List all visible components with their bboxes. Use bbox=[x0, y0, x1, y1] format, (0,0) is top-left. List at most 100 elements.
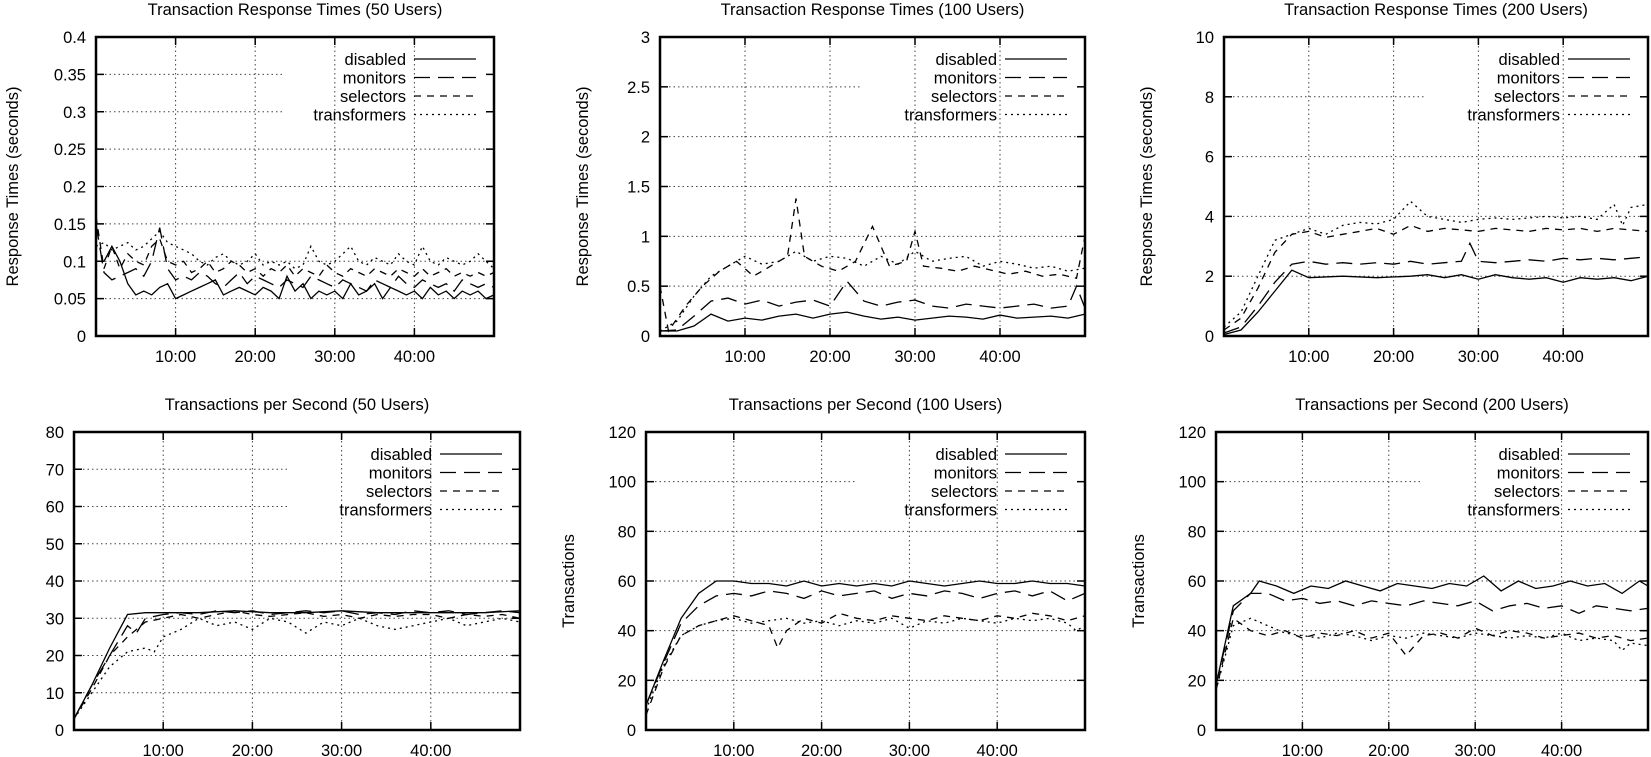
plot-frame bbox=[658, 35, 1087, 338]
series-line-monitors bbox=[95, 223, 495, 293]
legend-label-transformers: transformers bbox=[1467, 107, 1560, 125]
y-tick-label: 0.3 bbox=[63, 104, 86, 122]
y-tick-label: 0 bbox=[1197, 722, 1206, 740]
y-tick-label: 0 bbox=[55, 722, 64, 740]
y-tick-label: 0.15 bbox=[54, 216, 86, 234]
series-line-disabled bbox=[96, 244, 495, 300]
y-tick-label: 3 bbox=[641, 29, 650, 47]
series-line-monitors bbox=[645, 590, 1086, 706]
series-group bbox=[645, 580, 1086, 716]
y-tick-label: 2.5 bbox=[627, 79, 650, 97]
chart-title: Transaction Response Times (100 Users) bbox=[721, 1, 1025, 19]
legend-label-transformers: transformers bbox=[904, 107, 997, 125]
series-line-selectors bbox=[73, 610, 521, 720]
y-tick-label: 20 bbox=[46, 648, 64, 666]
y-tick-label: 40 bbox=[1188, 623, 1206, 641]
y-tick-label: 80 bbox=[46, 424, 64, 442]
y-tick-label: 4 bbox=[1205, 208, 1214, 226]
x-tick-label: 20:00 bbox=[235, 348, 276, 366]
series-line-disabled bbox=[73, 610, 521, 720]
x-tick-label: 40:00 bbox=[977, 742, 1018, 757]
legend-label-selectors: selectors bbox=[1494, 483, 1560, 501]
legend-label-monitors: monitors bbox=[369, 465, 432, 483]
y-axis-label: Transactions bbox=[560, 534, 578, 628]
legend-label-disabled: disabled bbox=[371, 446, 432, 464]
x-tick-label: 40:00 bbox=[410, 742, 451, 757]
x-tick-label: 10:00 bbox=[724, 348, 765, 366]
x-tick-label: 10:00 bbox=[143, 742, 184, 757]
series-line-transformers bbox=[73, 617, 521, 720]
x-tick-label: 20:00 bbox=[809, 348, 850, 366]
y-tick-label: 120 bbox=[1178, 424, 1206, 442]
y-tick-label: 60 bbox=[1188, 573, 1206, 591]
y-tick-label: 60 bbox=[618, 573, 636, 591]
plot-frame bbox=[1222, 35, 1650, 338]
y-tick-label: 70 bbox=[46, 461, 64, 479]
y-axis-label: Response Times (seconds) bbox=[1138, 87, 1156, 287]
y-tick-label: 0.2 bbox=[63, 179, 86, 197]
y-tick-label: 40 bbox=[618, 623, 636, 641]
legend-label-selectors: selectors bbox=[931, 88, 997, 106]
legend-label-selectors: selectors bbox=[340, 88, 406, 106]
y-axis-label: Response Times (seconds) bbox=[4, 87, 22, 287]
x-tick-label: 10:00 bbox=[1282, 742, 1323, 757]
series-group bbox=[1215, 575, 1649, 691]
x-tick-label: 20:00 bbox=[801, 742, 842, 757]
chart-panel-3: Transaction Response Times (200 Users) Re… bbox=[1138, 1, 1650, 366]
legend-label-monitors: monitors bbox=[1497, 465, 1560, 483]
x-tick-label: 20:00 bbox=[232, 742, 273, 757]
y-tick-label: 0.1 bbox=[63, 253, 86, 271]
chart-panel-6: Transactions per Second (200 Users) Trans… bbox=[1130, 396, 1650, 757]
y-tick-label: 0.35 bbox=[54, 66, 86, 84]
series-line-monitors bbox=[1215, 592, 1649, 686]
series-line-transformers bbox=[1215, 617, 1649, 691]
y-tick-label: 0 bbox=[1205, 328, 1214, 346]
x-tick-label: 10:00 bbox=[155, 348, 196, 366]
y-tick-label: 1.5 bbox=[627, 179, 650, 197]
legend-label-disabled: disabled bbox=[936, 51, 997, 69]
y-tick-label: 120 bbox=[608, 424, 636, 442]
series-line-monitors bbox=[659, 280, 1086, 332]
legend-label-selectors: selectors bbox=[1494, 88, 1560, 106]
y-tick-label: 0.5 bbox=[627, 278, 650, 296]
series-line-transformers bbox=[645, 617, 1086, 711]
y-tick-label: 10 bbox=[46, 685, 64, 703]
chart-title: Transaction Response Times (50 Users) bbox=[148, 1, 443, 19]
series-group bbox=[659, 198, 1086, 333]
y-axis-label: Response Times (seconds) bbox=[574, 87, 592, 287]
y-tick-label: 100 bbox=[1178, 474, 1206, 492]
series-line-disabled bbox=[645, 580, 1086, 706]
legend-label-disabled: disabled bbox=[936, 446, 997, 464]
x-tick-label: 40:00 bbox=[394, 348, 435, 366]
x-tick-label: 40:00 bbox=[1543, 348, 1584, 366]
y-tick-label: 0.4 bbox=[63, 29, 86, 47]
x-tick-label: 30:00 bbox=[1458, 348, 1499, 366]
legend-label-selectors: selectors bbox=[366, 483, 432, 501]
x-tick-label: 10:00 bbox=[1288, 348, 1329, 366]
y-tick-label: 80 bbox=[618, 523, 636, 541]
legend-label-monitors: monitors bbox=[343, 70, 406, 88]
y-tick-label: 0.25 bbox=[54, 141, 86, 159]
legend-label-transformers: transformers bbox=[313, 107, 406, 125]
chart-title: Transactions per Second (100 Users) bbox=[729, 396, 1003, 414]
legend-label-disabled: disabled bbox=[1499, 446, 1560, 464]
y-tick-label: 100 bbox=[608, 474, 636, 492]
x-tick-label: 30:00 bbox=[894, 348, 935, 366]
chart-panel-1: Transaction Response Times (50 Users) Res… bbox=[4, 1, 496, 366]
y-tick-label: 6 bbox=[1205, 149, 1214, 167]
series-line-disabled bbox=[660, 311, 1086, 332]
legend-label-monitors: monitors bbox=[1497, 70, 1560, 88]
series-group bbox=[1223, 200, 1649, 336]
legend-label-monitors: monitors bbox=[934, 465, 997, 483]
legend-label-monitors: monitors bbox=[934, 70, 997, 88]
y-tick-label: 8 bbox=[1205, 89, 1214, 107]
y-tick-label: 0 bbox=[641, 328, 650, 346]
series-line-transformers bbox=[1223, 200, 1649, 328]
series-line-selectors bbox=[95, 216, 495, 278]
legend-label-selectors: selectors bbox=[931, 483, 997, 501]
